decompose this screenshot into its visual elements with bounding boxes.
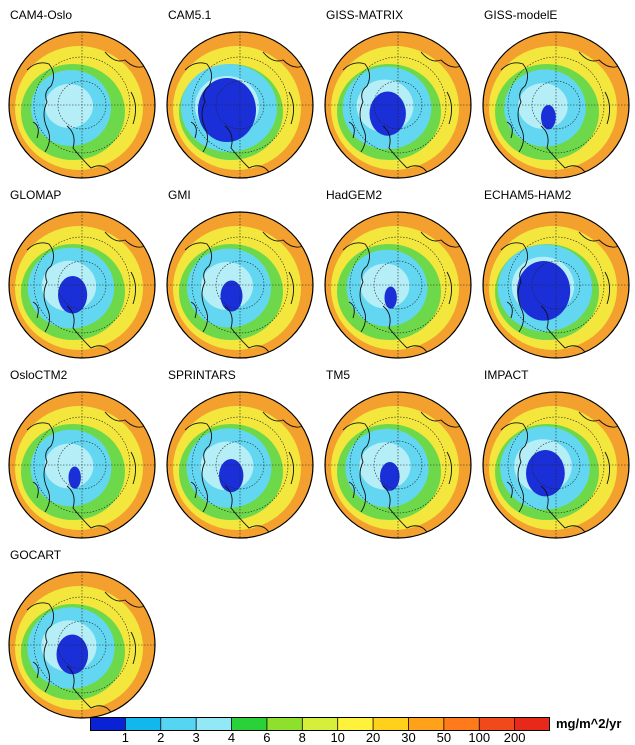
- colorbar: [90, 717, 550, 731]
- colorbar-segment: [231, 717, 268, 731]
- colorbar-tick-label: 200: [503, 730, 526, 745]
- polar-map: [8, 211, 156, 359]
- map-panel: OsloCTM2: [0, 368, 156, 543]
- colorbar-tick-label: 6: [263, 730, 271, 745]
- panel-title: TM5: [326, 368, 350, 382]
- panel-title: GLOMAP: [10, 188, 62, 202]
- polar-map: [482, 391, 630, 539]
- map-panel: GMI: [158, 188, 314, 363]
- map-panel: GLOMAP: [0, 188, 156, 363]
- map-panel: HadGEM2: [316, 188, 472, 363]
- colorbar-segment: [90, 717, 126, 731]
- polar-map: [166, 211, 314, 359]
- colorbar-segment: [266, 717, 303, 731]
- colorbar-tick-label: 1: [121, 730, 129, 745]
- colorbar-segment: [479, 717, 516, 731]
- panel-title: GISS-MATRIX: [326, 8, 404, 22]
- map-panel: CAM5.1: [158, 8, 314, 183]
- colorbar-units: mg/m^2/yr: [556, 716, 622, 731]
- map-panel: SPRINTARS: [158, 368, 314, 543]
- colorbar-tick-label: 20: [365, 730, 381, 745]
- map-panel: TM5: [316, 368, 472, 543]
- colorbar-segment: [196, 717, 233, 731]
- colorbar-segment: [302, 717, 339, 731]
- map-panel: IMPACT: [474, 368, 630, 543]
- colorbar-tick-label: 10: [330, 730, 345, 745]
- polar-map: [8, 31, 156, 179]
- colorbar-segment: [125, 717, 162, 731]
- panel-title: HadGEM2: [326, 188, 383, 202]
- colorbar-tick-label: 3: [192, 730, 200, 745]
- map-panel: GOCART: [0, 548, 156, 723]
- colorbar-tick-label: 2: [157, 730, 165, 745]
- panel-title: ECHAM5-HAM2: [484, 188, 572, 202]
- polar-map: [324, 391, 472, 539]
- polar-map: [8, 571, 156, 719]
- polar-map: [8, 391, 156, 539]
- map-panel: CAM4-Oslo: [0, 8, 156, 183]
- panel-title: IMPACT: [484, 368, 529, 382]
- polar-map: [324, 31, 472, 179]
- panel-title: GMI: [168, 188, 191, 202]
- map-panel: ECHAM5-HAM2: [474, 188, 630, 363]
- colorbar-tick-label: 30: [401, 730, 416, 745]
- panel-title: GISS-modelE: [484, 8, 558, 22]
- colorbar-segment: [443, 717, 480, 731]
- panel-title: CAM4-Oslo: [10, 8, 73, 22]
- polar-map: [166, 391, 314, 539]
- polar-map: [166, 31, 314, 179]
- colorbar-segment: [160, 717, 197, 731]
- panel-title: GOCART: [10, 548, 62, 562]
- colorbar-segment: [514, 717, 550, 731]
- panel-title: OsloCTM2: [10, 368, 68, 382]
- panel-title: CAM5.1: [168, 8, 212, 22]
- colorbar-segment: [408, 717, 445, 731]
- polar-map: [482, 211, 630, 359]
- map-panel: GISS-MATRIX: [316, 8, 472, 183]
- polar-map: [482, 31, 630, 179]
- colorbar-tick-label: 50: [436, 730, 452, 745]
- panel-title: SPRINTARS: [168, 368, 236, 382]
- colorbar-segment: [373, 717, 409, 731]
- colorbar-tick-label: 8: [298, 730, 306, 745]
- colorbar-tick-label: 4: [227, 730, 236, 745]
- colorbar-tick-label: 100: [468, 730, 491, 745]
- colorbar-segment: [337, 717, 374, 731]
- map-panel: GISS-modelE: [474, 8, 630, 183]
- polar-map: [324, 211, 472, 359]
